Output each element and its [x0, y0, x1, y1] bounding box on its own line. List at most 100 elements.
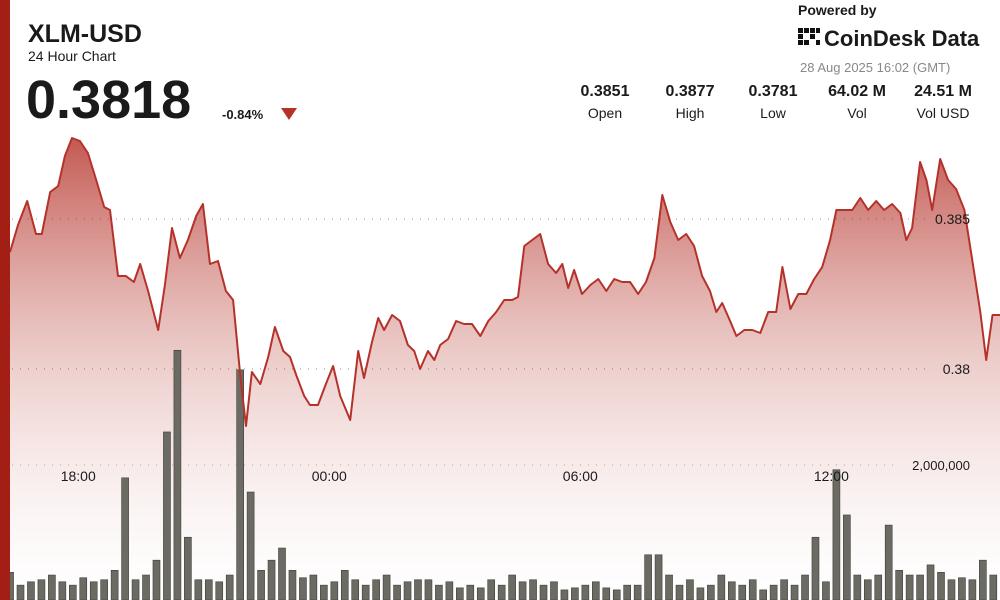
subtitle: 24 Hour Chart	[28, 48, 116, 64]
volume-bar	[717, 574, 726, 600]
volume-bar	[497, 584, 506, 600]
stat-value: 0.3877	[666, 83, 715, 100]
volume-bar	[414, 579, 422, 600]
volume-bar	[811, 536, 820, 600]
volume-bar	[571, 587, 579, 600]
volume-bar	[738, 584, 747, 600]
volume-bar	[27, 581, 35, 600]
header: XLM-USD 24 Hour Chart 0.3818 -0.84% Powe…	[26, 2, 980, 130]
volume-bar	[916, 574, 924, 600]
volume-bar	[905, 574, 914, 600]
volume-bar	[529, 579, 537, 600]
stat-value: 24.51 M	[914, 83, 972, 100]
volume-bar	[340, 570, 349, 600]
accent-stripe	[0, 0, 10, 600]
volume-bar	[707, 584, 715, 600]
volume-bar	[748, 579, 757, 600]
volume-bar	[246, 491, 255, 600]
volume-bar	[215, 581, 224, 600]
volume-bar	[853, 574, 862, 600]
volume-bar	[895, 570, 903, 600]
volume-bar	[801, 574, 809, 600]
volume-bar	[16, 584, 25, 600]
volume-bar	[403, 581, 412, 600]
stat-value: 0.3851	[581, 83, 630, 100]
volume-bar	[602, 587, 611, 600]
volume-bar	[456, 587, 464, 600]
volume-bar	[581, 584, 590, 600]
change: -0.84%	[222, 107, 264, 122]
volume-bar	[592, 581, 600, 600]
y-tick-label: 0.385	[935, 211, 970, 227]
volume-bar	[874, 574, 883, 600]
stat-label: Open	[588, 105, 622, 121]
x-tick-label: 00:00	[312, 468, 347, 484]
volume-bar	[780, 579, 788, 600]
volume-bar	[623, 584, 631, 600]
volume-bar	[947, 579, 956, 600]
volume-bar	[142, 574, 150, 600]
volume-bar	[612, 589, 621, 600]
volume-bar	[194, 579, 203, 600]
volume-bar	[309, 574, 318, 600]
volume-bar	[508, 574, 516, 600]
x-tick-label: 18:00	[61, 468, 96, 484]
volume-bar	[48, 574, 56, 600]
volume-bar	[696, 587, 705, 600]
y2-tick-label: 2,000,000	[912, 458, 970, 473]
volume-bar	[267, 559, 276, 600]
volume-bar	[476, 587, 485, 600]
volume-bar	[539, 584, 548, 600]
volume-bar	[152, 559, 161, 600]
volume-bar	[225, 574, 234, 600]
volume-bar	[790, 584, 799, 600]
down-arrow	[281, 108, 297, 120]
price: 0.3818	[26, 70, 191, 130]
volume-bar	[257, 570, 265, 600]
volume-bar	[424, 579, 433, 600]
brand-logo	[798, 28, 820, 45]
price-line	[9, 137, 1000, 427]
volume-bar	[163, 431, 171, 600]
volume-bar	[926, 564, 935, 600]
volume-bar	[518, 581, 527, 600]
volume-bar	[968, 579, 977, 600]
volume-bar	[633, 584, 642, 600]
stat-label: Vol	[847, 105, 866, 121]
volume-bar	[204, 579, 213, 600]
x-tick-label: 12:00	[814, 468, 849, 484]
volume-bar	[110, 570, 119, 600]
brand: CoinDesk Data	[824, 26, 980, 51]
volume-bar	[822, 581, 830, 600]
volume-bar	[884, 524, 893, 600]
stats: 0.3851 Open 0.3877 High 0.3781 Low 64.02 M Vol 2…	[581, 83, 972, 121]
timestamp: 28 Aug 2025 16:02 (GMT)	[800, 60, 950, 75]
volume-bar	[832, 469, 841, 600]
powered-by: Powered by	[798, 2, 877, 18]
volume-bar	[665, 574, 673, 600]
volume-bar	[89, 581, 98, 600]
volume-bar	[330, 581, 339, 600]
symbol: XLM-USD	[28, 20, 142, 48]
volume-bar	[445, 581, 454, 600]
stat-label: High	[676, 105, 705, 121]
volume-bar	[863, 579, 872, 600]
volume-bar	[654, 554, 663, 600]
volume-bar	[351, 579, 360, 600]
volume-bar	[675, 584, 684, 600]
volume-bar	[989, 574, 998, 600]
stat-value: 0.3781	[749, 83, 798, 100]
volume-bar	[79, 577, 88, 600]
volume-bar	[58, 581, 67, 600]
price-area	[10, 138, 1000, 600]
volume-bar	[769, 584, 778, 600]
volume-bar	[173, 349, 182, 600]
volume-bar	[131, 579, 140, 600]
volume-bar	[278, 547, 286, 600]
volume-bar	[435, 584, 443, 600]
volume-bar	[843, 514, 851, 600]
volume-bar	[299, 577, 307, 600]
y-tick-label: 0.38	[943, 361, 970, 377]
